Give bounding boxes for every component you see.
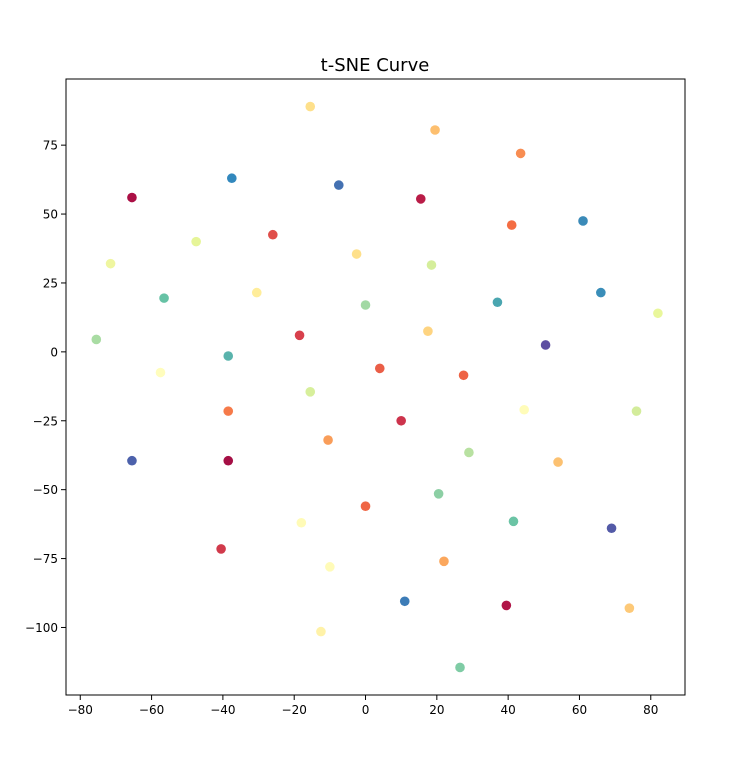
data-point [606, 523, 617, 534]
data-point [596, 287, 606, 298]
data-point [426, 260, 437, 270]
x-tick-label: 60 [572, 703, 587, 717]
data-point [216, 544, 226, 554]
x-tick-label: 80 [643, 703, 658, 717]
data-point [653, 308, 663, 319]
data-point [333, 180, 344, 190]
y-tick-label: 25 [43, 276, 58, 290]
data-point [223, 406, 234, 416]
data-point [540, 340, 551, 350]
data-point [323, 435, 333, 445]
data-point [223, 351, 234, 361]
y-axis: 75 50 25 0 −25 −50 −75 −100 [25, 139, 66, 635]
x-axis: −80 −60 −40 −20 0 20 40 60 80 [68, 695, 658, 717]
data-point [91, 334, 102, 345]
data-point [159, 293, 169, 303]
data-point [127, 192, 137, 203]
data-point [519, 404, 529, 415]
data-point [624, 603, 635, 613]
data-point [578, 216, 588, 226]
y-tick-label: −100 [25, 621, 58, 635]
data-point [105, 258, 116, 269]
data-point [506, 220, 517, 230]
data-point [458, 370, 469, 381]
y-tick-label: −25 [33, 414, 58, 428]
y-tick-label: −50 [33, 483, 58, 497]
data-point [316, 626, 326, 637]
x-tick-label: −40 [210, 703, 235, 717]
x-tick-label: −20 [282, 703, 307, 717]
data-point [305, 387, 316, 397]
data-point [305, 101, 316, 112]
data-points [91, 101, 663, 673]
data-point [223, 455, 234, 466]
data-point [351, 249, 362, 259]
data-point [227, 173, 237, 184]
data-point [325, 562, 335, 572]
x-tick-label: 0 [362, 703, 370, 717]
data-point [360, 300, 371, 310]
data-point [439, 556, 449, 567]
data-point [268, 229, 278, 240]
data-point [430, 125, 440, 135]
data-point [508, 516, 519, 527]
data-point [251, 287, 262, 298]
y-tick-label: −75 [33, 552, 58, 566]
data-point [501, 600, 512, 611]
x-tick-label: 20 [429, 703, 444, 717]
data-point [360, 501, 371, 512]
data-point [374, 363, 385, 374]
data-point [296, 517, 307, 528]
x-tick-label: 40 [501, 703, 516, 717]
data-point [396, 415, 406, 426]
chart-title: t-SNE Curve [321, 55, 430, 76]
x-tick-label: −80 [68, 703, 93, 717]
data-point [464, 447, 474, 458]
data-point [127, 455, 137, 466]
plot-area [65, 78, 686, 696]
data-point [191, 236, 201, 247]
data-point [631, 406, 642, 416]
y-tick-label: 50 [43, 208, 58, 222]
x-tick-label: −60 [139, 703, 164, 717]
data-point [415, 194, 426, 204]
data-point [515, 148, 526, 159]
y-tick-label: 75 [43, 139, 58, 153]
data-point [492, 297, 503, 308]
data-point [294, 330, 305, 341]
data-point [433, 489, 444, 499]
data-point [423, 326, 433, 336]
data-point [455, 662, 465, 673]
y-tick-label: 0 [50, 345, 58, 359]
data-point [553, 457, 563, 467]
data-point [399, 596, 410, 607]
data-point [155, 367, 166, 378]
